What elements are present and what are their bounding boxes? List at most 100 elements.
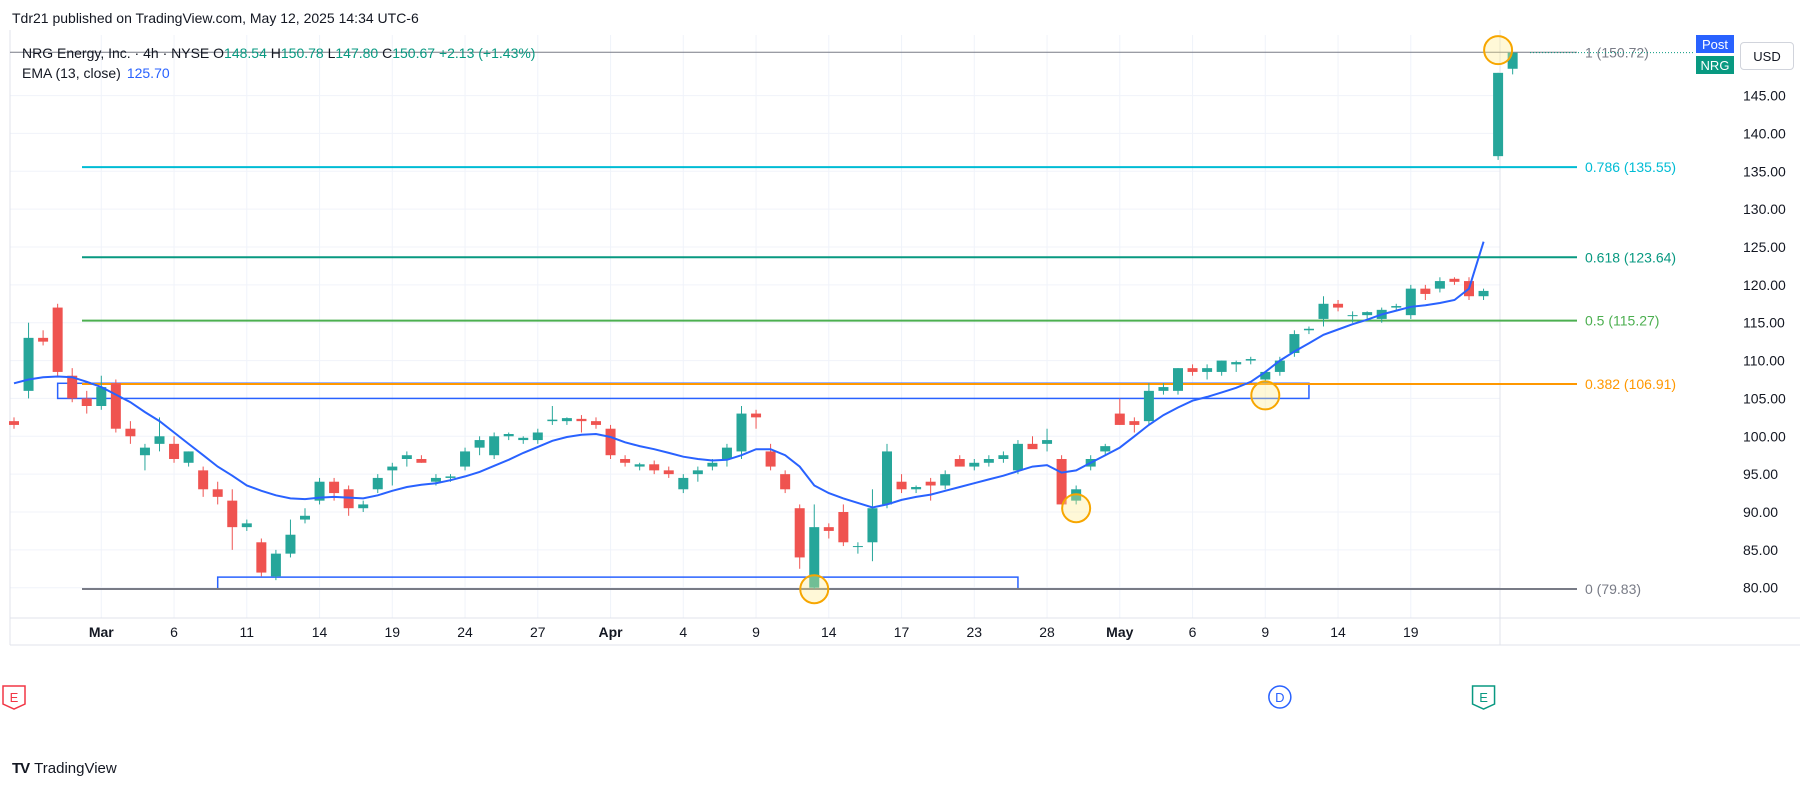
- candle-body: [823, 527, 834, 531]
- candle-body: [489, 436, 500, 456]
- candle-body: [358, 504, 369, 509]
- candle-body: [285, 534, 296, 554]
- fib-label-0.786: 0.786 (135.55): [1585, 159, 1676, 175]
- ema-legend: EMA (13, close) 125.70: [22, 65, 170, 81]
- time-tick-label: 14: [1330, 624, 1346, 640]
- candle-body: [1202, 368, 1213, 372]
- candle-body: [561, 418, 572, 422]
- candle-body: [445, 476, 456, 478]
- candle-body: [227, 500, 238, 528]
- candle-body: [460, 451, 471, 467]
- earnings-marker: [2, 685, 26, 710]
- candle-body: [940, 474, 951, 486]
- candle-body: [663, 470, 674, 475]
- candle-body: [809, 527, 820, 588]
- candle-body: [9, 421, 19, 425]
- candle-body: [1434, 281, 1445, 289]
- ohlc-legend: NRG Energy, Inc. · 4h · NYSE O148.54 H15…: [22, 45, 536, 61]
- candle-body: [169, 443, 180, 459]
- fib-label-0: 0 (79.83): [1585, 581, 1641, 597]
- symbol-price-badge: NRG: [1696, 56, 1734, 74]
- candle-body: [794, 508, 805, 558]
- candle-body: [139, 447, 150, 456]
- candle-body: [474, 440, 485, 448]
- tradingview-logo-icon: TV: [12, 760, 30, 777]
- candle-body: [1173, 368, 1183, 391]
- time-tick-label: 24: [457, 624, 473, 640]
- candle-body: [270, 553, 281, 577]
- time-tick-label: 14: [312, 624, 328, 640]
- time-tick-label: 14: [821, 624, 837, 640]
- time-tick-label: 6: [1189, 624, 1197, 640]
- time-axis: Mar 6 11 14 19 24 27 Apr 4 9 14 17 23 28 May 6 9 14 19: [89, 624, 1419, 640]
- candle-body: [1260, 371, 1271, 380]
- candle-body: [52, 307, 63, 372]
- candle-body: [1114, 413, 1125, 425]
- candle-body: [1405, 288, 1416, 316]
- earnings-marker: [1471, 685, 1496, 710]
- close-value: 150.67: [392, 45, 436, 61]
- low-value: 147.80: [335, 45, 379, 61]
- symbol-title: NRG Energy, Inc. · 4h · NYSE: [22, 45, 210, 61]
- price-tick-label: 110.00: [1743, 353, 1785, 369]
- candle-body: [954, 459, 965, 467]
- candle-body: [1042, 440, 1053, 444]
- candle-body: [736, 413, 747, 452]
- candle-body: [532, 432, 543, 441]
- candle-body: [387, 466, 398, 471]
- candle-body: [518, 437, 529, 441]
- candle-body: [1362, 312, 1373, 316]
- candle-body: [707, 462, 718, 467]
- ema-line: [13, 241, 1485, 509]
- fib-label-1: 1 (150.72): [1585, 44, 1649, 60]
- candle-body: [1318, 303, 1329, 319]
- price-tick-label: 115.00: [1743, 315, 1785, 331]
- currency-button[interactable]: USD: [1740, 42, 1794, 70]
- time-tick-label: 4: [679, 624, 687, 640]
- candle-body: [1100, 446, 1111, 452]
- candle-body: [1507, 52, 1518, 69]
- candle-body: [125, 428, 136, 437]
- highlight-circle: [799, 574, 830, 605]
- candle-body: [882, 451, 892, 505]
- candle-body: [1231, 362, 1242, 365]
- candle-body: [1289, 334, 1300, 353]
- candle-body: [183, 451, 194, 463]
- ema-value: 125.70: [126, 65, 170, 81]
- time-tick-label: Mar: [89, 624, 114, 640]
- candle-body: [212, 489, 223, 497]
- price-tick-label: 90.00: [1743, 504, 1778, 520]
- candle-body: [576, 418, 587, 422]
- price-tick-label: 120.00: [1743, 277, 1786, 293]
- candle-body: [911, 487, 922, 490]
- highlight-circle: [1061, 493, 1092, 524]
- candle-body: [634, 464, 645, 467]
- candle-body: [692, 470, 703, 475]
- candle-body: [256, 542, 267, 573]
- publisher-line: Tdr21 published on TradingView.com, May …: [12, 10, 419, 26]
- candle-body: [1274, 360, 1285, 372]
- candle-body: [81, 398, 92, 406]
- open-value: 148.54: [224, 45, 267, 61]
- candle-body: [198, 470, 209, 490]
- candle-body: [23, 337, 34, 391]
- candle-body: [110, 383, 121, 429]
- candle-body: [1449, 278, 1460, 282]
- candle-body: [852, 546, 863, 548]
- time-tick-label: 27: [530, 624, 546, 640]
- candle-body: [751, 413, 762, 418]
- highlight-circle: [1250, 380, 1281, 411]
- candle-body: [547, 419, 558, 422]
- time-tick-label: 9: [752, 624, 760, 640]
- time-tick-label: 19: [1403, 624, 1419, 640]
- tradingview-brand[interactable]: TV TradingView: [12, 760, 117, 777]
- candle-body: [314, 481, 325, 501]
- price-tick-label: 80.00: [1743, 580, 1778, 596]
- candle-body: [1333, 303, 1344, 308]
- candle-body: [1056, 459, 1067, 505]
- candle-body: [925, 481, 936, 486]
- price-tick-label: 105.00: [1743, 390, 1786, 406]
- price-tick-label: 100.00: [1743, 428, 1786, 444]
- time-tick-label: May: [1106, 624, 1133, 640]
